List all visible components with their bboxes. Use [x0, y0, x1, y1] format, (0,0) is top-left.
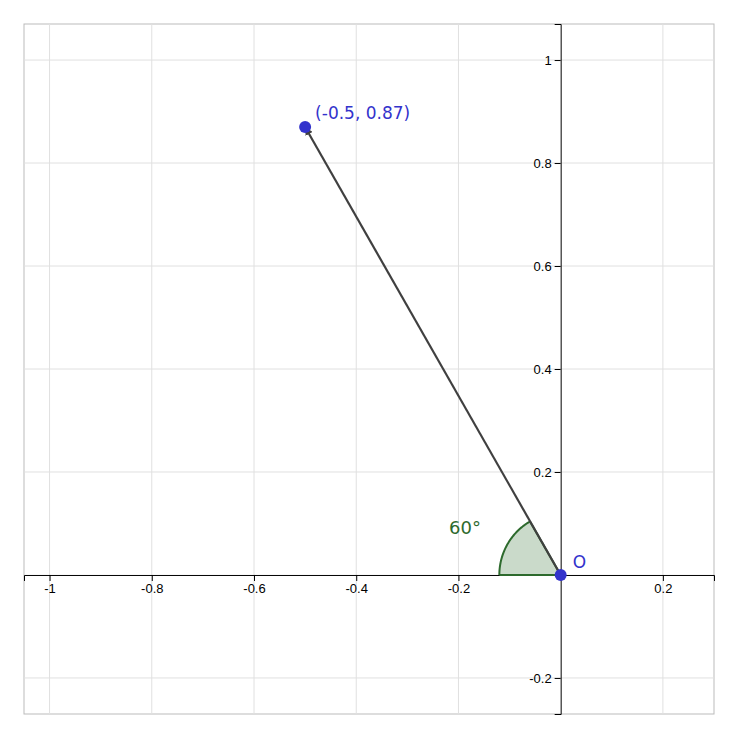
- grid-line-y: [24, 60, 714, 61]
- y-axis-tick-mark: [555, 60, 561, 61]
- point: [299, 121, 311, 133]
- y-axis-tick-label: 0.8: [534, 156, 552, 171]
- angle-wedge: [499, 521, 560, 575]
- grid-line-y: [24, 163, 714, 164]
- y-axis-line: [555, 25, 562, 715]
- y-axis-tick: 1: [544, 53, 560, 68]
- y-axis-tick: 0.6: [534, 259, 561, 274]
- chart: -1 -0.8 -0.6 -0.4 -0.2 0.2 -0.2 0.2 0.4 0.6 0.8 1 (-…: [0, 0, 738, 738]
- y-axis-tick: -0.2: [529, 671, 560, 686]
- x-axis-tick-label: 0.2: [654, 581, 672, 596]
- y-axis-tick-mark: [555, 678, 561, 679]
- marks: [299, 121, 567, 581]
- x-axis: -1 -0.8 -0.6 -0.4 -0.2 0.2: [25, 575, 715, 596]
- point-label: (-0.5, 0.87): [315, 103, 410, 123]
- y-axis-tick: 0.8: [534, 156, 561, 171]
- x-axis-tick: -0.2: [448, 575, 470, 596]
- y-axis-tick: 0.2: [534, 465, 561, 480]
- x-axis-tick: -0.6: [243, 575, 265, 596]
- x-axis-tick-label: -0.2: [448, 581, 470, 596]
- y-axis-tick-mark: [555, 369, 561, 370]
- x-axis-tick: -0.4: [346, 575, 368, 596]
- grid-line-y: [24, 369, 714, 370]
- y-axis-tick-label: 1: [544, 53, 551, 68]
- x-axis-tick-label: -0.4: [346, 581, 368, 596]
- x-axis-tick: 0.2: [654, 575, 672, 596]
- angle-side: [499, 574, 560, 576]
- y-axis-tick-label: 0.6: [534, 259, 552, 274]
- x-axis-tick-mark: [254, 575, 255, 581]
- y-axis: -0.2 0.2 0.4 0.6 0.8 1: [529, 25, 561, 715]
- y-axis-tick-label: -0.2: [529, 671, 551, 686]
- vector-arrow: [305, 127, 561, 575]
- x-axis-tick-label: -0.6: [243, 581, 265, 596]
- grid-line-y: [24, 677, 714, 678]
- labels: (-0.5, 0.87) O 60°: [315, 103, 586, 572]
- x-axis-tick-mark: [50, 575, 51, 581]
- x-axis-tick-mark: [458, 575, 459, 581]
- angle-arc: [499, 521, 530, 575]
- x-axis-tick-mark: [356, 575, 357, 581]
- origin-label: O: [573, 552, 586, 572]
- y-axis-tick: 0.4: [534, 362, 561, 377]
- grid: [24, 24, 714, 714]
- y-axis-tick-mark: [555, 163, 561, 164]
- angle-label: 60°: [449, 517, 481, 538]
- x-axis-tick: -1: [44, 575, 56, 596]
- grid-line-y: [24, 266, 714, 267]
- x-axis-tick: -0.8: [141, 575, 163, 596]
- grid-line-y: [24, 471, 714, 472]
- x-axis-tick-label: -1: [44, 581, 56, 596]
- x-axis-tick-mark: [663, 575, 664, 581]
- y-axis-tick-label: 0.2: [534, 465, 552, 480]
- y-axis-tick-mark: [555, 266, 561, 267]
- y-axis-tick-label: 0.4: [534, 362, 552, 377]
- x-axis-tick-label: -0.8: [141, 581, 163, 596]
- plot-frame: [24, 24, 714, 714]
- x-axis-line: [25, 575, 715, 581]
- y-axis-tick-mark: [555, 472, 561, 473]
- x-axis-tick-mark: [152, 575, 153, 581]
- plot: -1 -0.8 -0.6 -0.4 -0.2 0.2 -0.2 0.2 0.4 0.6 0.8 1 (-…: [24, 24, 715, 715]
- point: [555, 569, 567, 581]
